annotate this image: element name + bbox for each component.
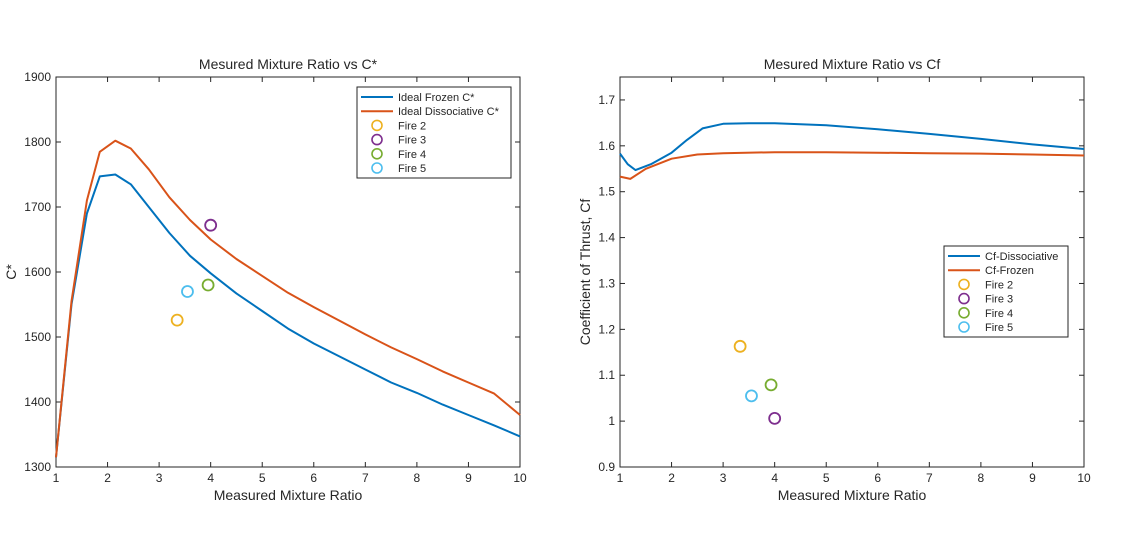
legend-entry-label: Cf-Dissociative bbox=[985, 251, 1058, 263]
data-point-marker bbox=[745, 389, 758, 403]
x-tick-label: 10 bbox=[1077, 471, 1091, 485]
legend-entry-label: Ideal Frozen C* bbox=[398, 92, 475, 104]
legend-marker-key bbox=[371, 119, 383, 132]
legend-entry-label: Fire 5 bbox=[398, 163, 426, 175]
x-tick-label: 6 bbox=[874, 471, 881, 485]
y-tick-label: 1400 bbox=[24, 395, 51, 409]
legend: Cf-Dissociative Cf-Frozen Fire 2 Fire 3 Fire… bbox=[943, 245, 1069, 338]
y-tick-label: 1.7 bbox=[598, 93, 615, 107]
legend-box bbox=[356, 86, 512, 179]
data-point-marker bbox=[768, 411, 782, 425]
data-point-marker bbox=[764, 378, 778, 392]
legend-entry-label: Ideal Dissociative C* bbox=[398, 106, 500, 118]
x-tick-label: 3 bbox=[720, 471, 727, 485]
x-tick-label: 2 bbox=[104, 471, 111, 485]
y-tick-label: 1.4 bbox=[598, 231, 615, 245]
x-tick-label: 10 bbox=[513, 471, 527, 485]
y-tick-label: 1700 bbox=[24, 200, 51, 214]
y-tick-label: 1.6 bbox=[598, 139, 615, 153]
legend-marker-key bbox=[958, 306, 970, 319]
x-tick-label: 1 bbox=[53, 471, 60, 485]
x-tick-label: 4 bbox=[207, 471, 214, 485]
x-axis-label: Measured Mixture Ratio bbox=[778, 487, 927, 503]
y-tick-label: 0.9 bbox=[598, 460, 615, 474]
y-axis-label: C* bbox=[3, 264, 19, 280]
data-point-marker bbox=[181, 285, 194, 298]
chart-title: Mesured Mixture Ratio vs C* bbox=[199, 56, 378, 72]
x-tick-label: 1 bbox=[617, 471, 624, 485]
x-tick-label: 9 bbox=[1029, 471, 1036, 485]
x-tick-label: 7 bbox=[362, 471, 369, 485]
y-tick-label: 1.1 bbox=[598, 368, 615, 382]
legend-marker-key bbox=[958, 278, 970, 291]
legend-entry-label: Fire 5 bbox=[985, 322, 1013, 334]
y-tick-label: 1900 bbox=[24, 70, 51, 84]
x-axis-label: Measured Mixture Ratio bbox=[214, 487, 363, 503]
data-point-marker bbox=[204, 218, 218, 232]
series-line-1 bbox=[619, 122, 1085, 172]
chart-panel-1: Mesured Mixture Ratio vs C* 1 2 3 4 5 6 7 8 9 10 13… bbox=[3, 56, 527, 503]
legend-marker-key bbox=[958, 292, 970, 305]
data-point-marker bbox=[733, 339, 747, 353]
x-tick-label: 2 bbox=[668, 471, 675, 485]
legend-entry-label: Cf-Frozen bbox=[985, 265, 1034, 277]
x-tick-label: 4 bbox=[771, 471, 778, 485]
y-tick-label: 1300 bbox=[24, 460, 51, 474]
data-point-marker bbox=[201, 278, 215, 292]
data-point-marker bbox=[170, 313, 184, 327]
series-line-1 bbox=[55, 173, 521, 458]
x-tick-label: 5 bbox=[259, 471, 266, 485]
y-tick-label: 1800 bbox=[24, 135, 51, 149]
legend-entry-label: Fire 3 bbox=[398, 135, 426, 147]
legend-marker-key bbox=[371, 133, 383, 146]
legend: Ideal Frozen C* Ideal Dissociative C* Fire… bbox=[356, 86, 512, 179]
legend-entry-label: Fire 2 bbox=[985, 279, 1013, 291]
legend-marker-key bbox=[958, 321, 970, 333]
legend-entry-label: Fire 3 bbox=[985, 294, 1013, 306]
legend-entry-label: Fire 2 bbox=[398, 120, 426, 132]
y-tick-label: 1 bbox=[608, 414, 615, 428]
chart-title: Mesured Mixture Ratio vs Cf bbox=[764, 56, 941, 72]
y-tick-label: 1600 bbox=[24, 265, 51, 279]
y-tick-label: 1.3 bbox=[598, 276, 615, 290]
x-tick-label: 6 bbox=[310, 471, 317, 485]
y-tick-label: 1.2 bbox=[598, 322, 615, 336]
y-tick-label: 1500 bbox=[24, 330, 51, 344]
legend-entry-label: Fire 4 bbox=[398, 149, 426, 161]
x-tick-label: 3 bbox=[156, 471, 163, 485]
x-tick-label: 7 bbox=[926, 471, 933, 485]
x-tick-label: 8 bbox=[414, 471, 421, 485]
y-axis-label: Coefficient of Thrust, Cf bbox=[577, 199, 593, 346]
legend-marker-key bbox=[371, 162, 383, 174]
legend-marker-key bbox=[371, 148, 383, 160]
series-line-2 bbox=[619, 151, 1085, 180]
x-tick-label: 9 bbox=[465, 471, 472, 485]
legend-entry-label: Fire 4 bbox=[985, 308, 1013, 320]
x-tick-label: 8 bbox=[978, 471, 985, 485]
series-line-2 bbox=[55, 139, 521, 458]
x-tick-label: 5 bbox=[823, 471, 830, 485]
chart-panel-2: Mesured Mixture Ratio vs Cf 1 2 3 4 5 6 7 8 9 10 0.… bbox=[577, 56, 1091, 503]
y-tick-label: 1.5 bbox=[598, 185, 615, 199]
